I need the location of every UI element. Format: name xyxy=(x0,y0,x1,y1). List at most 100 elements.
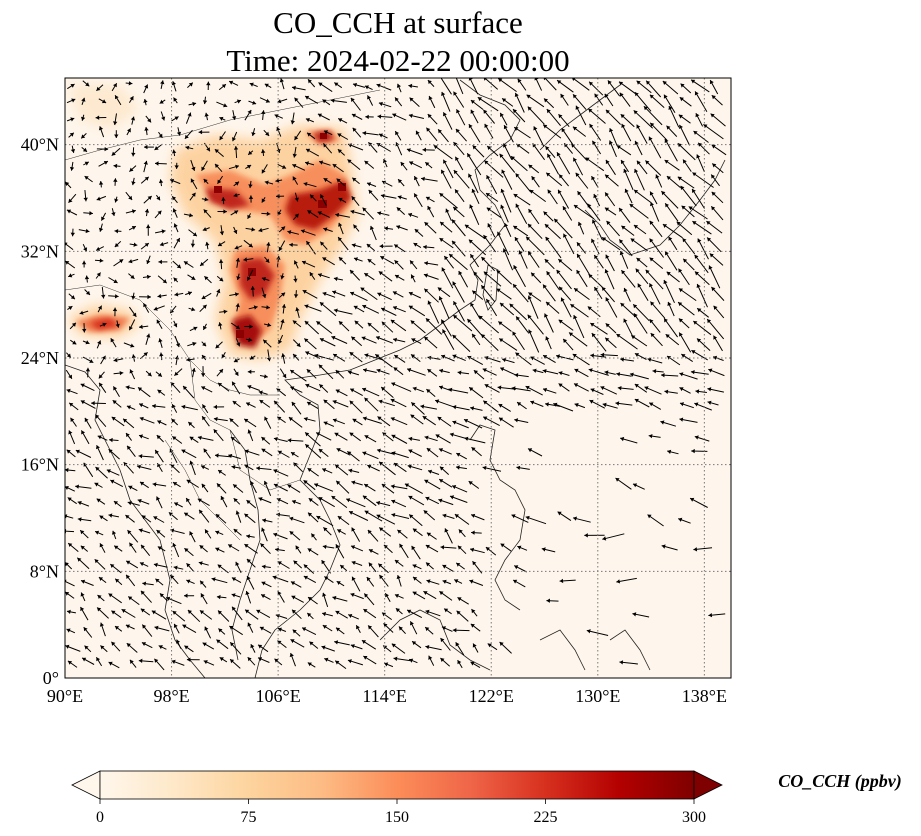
wind-vector-head xyxy=(619,207,623,212)
wind-vector-head xyxy=(205,529,209,534)
wind-vector-head xyxy=(266,211,271,216)
wind-vector-head xyxy=(470,623,475,628)
wind-vector-head xyxy=(261,169,266,174)
wind-vector-head xyxy=(176,238,180,243)
wind-vector-head xyxy=(126,560,131,565)
wind-vector-head xyxy=(559,578,564,584)
wind-vector-head xyxy=(187,291,192,296)
wind-vector-head xyxy=(111,416,116,421)
wind-vector-head xyxy=(307,401,312,406)
wind-vector-head xyxy=(617,386,622,391)
wind-vector-head xyxy=(395,131,399,136)
wind-vector-head xyxy=(473,370,478,375)
wind-vector-head xyxy=(324,657,329,662)
wind-vector-head xyxy=(546,271,551,276)
wind-vector-head xyxy=(541,547,546,552)
wind-vector xyxy=(497,231,510,256)
wind-vector-head xyxy=(234,371,239,376)
wind-vector-head xyxy=(604,207,610,212)
wind-vector-head xyxy=(153,306,158,311)
wind-vector-head xyxy=(277,450,283,455)
wind-vector-head xyxy=(155,578,160,583)
wind-vector-head xyxy=(338,257,343,262)
wind-vector-head xyxy=(287,438,292,443)
wind-vector-head xyxy=(440,221,445,226)
wind-vector-head xyxy=(320,194,324,199)
wind-vector-head xyxy=(545,402,549,407)
wind-vector-head xyxy=(201,386,206,391)
wind-vector xyxy=(662,223,683,239)
wind-vector-head xyxy=(65,467,69,473)
wind-vector-head xyxy=(362,495,367,500)
wind-vector-head xyxy=(427,369,432,373)
wind-vector-head xyxy=(481,334,486,339)
wind-vector xyxy=(468,123,481,143)
wind-vector-head xyxy=(497,231,501,236)
wind-vector xyxy=(391,382,412,392)
wind-vector-head xyxy=(246,576,251,581)
wind-vector-head xyxy=(602,536,607,541)
wind-vector-head xyxy=(636,160,641,165)
wind-vector-head xyxy=(395,274,400,279)
wind-vector xyxy=(319,301,337,317)
wind-vector-head xyxy=(604,370,609,375)
wind-vector-head xyxy=(518,250,523,255)
wind-vector-head xyxy=(186,479,191,484)
wind-vector-head xyxy=(206,81,211,86)
wind-vector-head xyxy=(258,227,263,233)
wind-vector-head xyxy=(293,260,298,265)
wind-vector-head xyxy=(351,196,356,201)
wind-vector-head xyxy=(204,197,209,202)
wind-vector-head xyxy=(590,388,595,393)
wind-vector-head xyxy=(439,385,444,390)
wind-vector-head xyxy=(290,386,295,391)
wind-vector-head xyxy=(362,131,367,136)
wind-vector-head xyxy=(172,208,177,213)
wind-vector-head xyxy=(585,157,590,162)
wind-vector-head xyxy=(439,479,444,483)
wind-vector-head xyxy=(543,355,548,359)
co-concentration-field xyxy=(68,85,358,360)
wind-vector-head xyxy=(233,358,239,363)
wind-vector-head xyxy=(191,166,196,171)
wind-vector-head xyxy=(66,628,71,633)
wind-vector xyxy=(570,303,589,318)
wind-vector-head xyxy=(218,322,223,327)
wind-vector-head xyxy=(335,389,340,394)
wind-vector-head xyxy=(442,564,447,569)
wind-vector-head xyxy=(393,463,398,467)
wind-vector-head xyxy=(248,150,253,155)
wind-vector-head xyxy=(308,597,313,601)
wind-vector-head xyxy=(443,159,447,164)
wind-vector-head xyxy=(456,452,461,457)
wind-vector-head xyxy=(354,320,359,325)
wind-vector-head xyxy=(498,321,503,326)
wind-vector-head xyxy=(183,261,189,266)
wind-vector-head xyxy=(172,436,177,441)
wind-vector-head xyxy=(678,114,683,119)
wind-vector-head xyxy=(279,78,284,83)
wind-vector xyxy=(604,269,615,290)
wind-vector-head xyxy=(162,279,167,284)
wind-vector-head xyxy=(98,305,102,310)
wind-vector-head xyxy=(108,593,113,598)
wind-vector-head xyxy=(99,382,103,387)
wind-vector-head xyxy=(471,513,476,518)
wind-vector-head xyxy=(273,437,278,442)
wind-vector-head xyxy=(649,319,654,324)
wind-vector-head xyxy=(151,610,156,615)
wind-vector-head xyxy=(200,593,205,598)
wind-vector-head xyxy=(323,421,328,426)
wind-vector-head xyxy=(481,285,486,290)
wind-vector-head xyxy=(202,227,207,232)
wind-vector-head xyxy=(665,334,670,339)
wind-vector-head xyxy=(424,479,429,484)
wind-vector-head xyxy=(437,287,442,292)
wind-vector-head xyxy=(189,436,194,441)
wind-vector-head xyxy=(277,561,282,566)
wind-vector-head xyxy=(176,264,181,269)
wind-vector-head xyxy=(425,609,430,614)
wind-vector-head xyxy=(305,444,310,449)
wind-vector xyxy=(469,204,480,226)
wind-vector-head xyxy=(219,657,224,662)
